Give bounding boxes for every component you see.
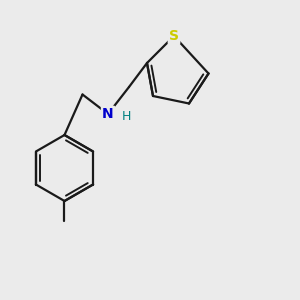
- Text: N: N: [102, 107, 114, 121]
- Text: S: S: [169, 29, 179, 43]
- Text: H: H: [121, 110, 131, 124]
